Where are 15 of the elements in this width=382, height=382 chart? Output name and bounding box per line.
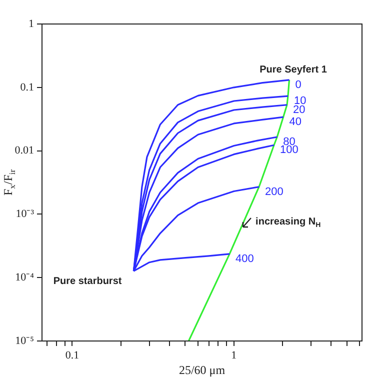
series-label: 0	[295, 78, 302, 91]
x-axis-title: 25/60 μm	[178, 363, 226, 378]
series-label: 200	[265, 186, 284, 198]
y-tick-label: 0.01	[14, 144, 34, 157]
series-label: 20	[292, 104, 306, 116]
y-tick-label: 10⁻⁴	[15, 271, 34, 284]
series-label: 400	[236, 252, 254, 265]
y-tick-label: 0.1	[20, 81, 34, 94]
y-axis-title: Fx/Fir	[1, 169, 17, 196]
y-tick-label: 1	[28, 18, 34, 30]
series-label: 40	[289, 116, 302, 128]
y-tick-label: 10⁻⁵	[15, 334, 34, 347]
y-tick-label: 10⁻³	[16, 208, 35, 220]
annotation: Pure Seyfert 1	[260, 64, 328, 76]
annotation: Pure starburst	[53, 276, 122, 287]
